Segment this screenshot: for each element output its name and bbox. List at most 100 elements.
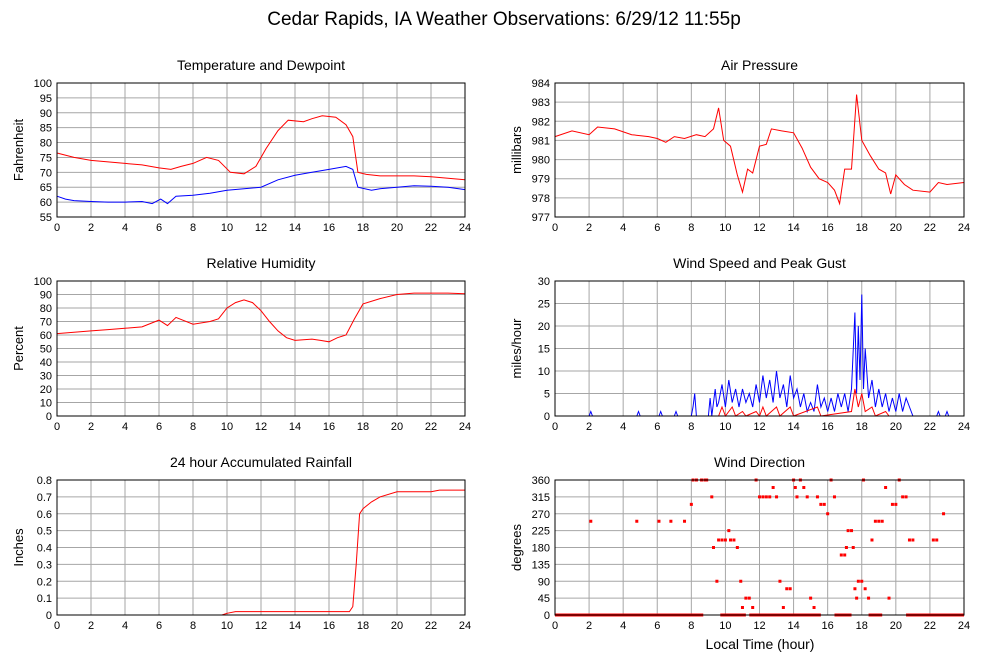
direction-point: [870, 538, 874, 542]
direction-point: [856, 579, 860, 583]
direction-point: [887, 596, 891, 600]
x-tick-label: 8: [688, 421, 694, 433]
x-tick-label: 8: [190, 620, 196, 632]
x-tick-label: 0: [552, 620, 558, 632]
x-tick-label: 24: [459, 222, 471, 234]
y-tick-label: 0.7: [37, 492, 52, 504]
direction-point: [788, 587, 792, 591]
direction-point: [768, 495, 772, 499]
direction-point: [785, 587, 789, 591]
dir-y-axis-label: degrees: [509, 524, 524, 571]
y-tick-label: 0.6: [37, 509, 52, 521]
rh-panel-title: Relative Humidity: [207, 255, 316, 271]
wind-plot-frame: [554, 280, 965, 417]
x-tick-label: 6: [654, 421, 660, 433]
direction-point: [635, 519, 639, 523]
direction-point: [751, 606, 755, 609]
y-tick-label: 85: [40, 123, 52, 135]
direction-point: [880, 519, 884, 523]
x-tick-label: 8: [190, 222, 196, 234]
x-tick-label: 20: [391, 620, 403, 632]
direction-point: [867, 596, 871, 600]
x-tick-label: 18: [856, 620, 868, 632]
x-tick-label: 20: [890, 421, 902, 433]
direction-point: [853, 587, 857, 591]
direction-point: [683, 519, 687, 523]
x-tick-label: 0: [552, 421, 558, 433]
y-tick-label: 981: [532, 135, 550, 147]
rh-y-axis-label: Percent: [11, 326, 26, 371]
wind-series-1-line: [555, 388, 964, 418]
direction-point: [815, 495, 819, 499]
y-tick-label: 270: [532, 509, 550, 521]
direction-point: [822, 502, 826, 506]
x-tick-label: 16: [323, 222, 335, 234]
direction-point: [911, 538, 915, 542]
x-tick-label: 14: [787, 620, 799, 632]
y-tick-label: 180: [532, 543, 550, 555]
y-tick-label: 70: [40, 167, 52, 179]
x-tick-label: 18: [856, 421, 868, 433]
wind-y-axis-label: miles/hour: [509, 318, 524, 379]
y-tick-label: 0.4: [37, 543, 52, 555]
direction-point: [740, 606, 744, 609]
x-tick-label: 12: [753, 222, 765, 234]
direction-point: [809, 596, 813, 600]
rain-panel: 0 2 4 6 8 10 12 14 16 18 20 22 2400.10.20.30.40.50.6…: [11, 454, 471, 632]
temp-plot-frame: [56, 82, 466, 218]
x-tick-label: 18: [357, 421, 369, 433]
press-series-0-line: [554, 94, 965, 206]
direction-point: [775, 495, 779, 499]
x-tick-label: 22: [425, 620, 437, 632]
direction-point: [942, 512, 946, 516]
x-tick-label: 8: [688, 620, 694, 632]
x-tick-label: 22: [425, 421, 437, 433]
x-tick-label: 0: [54, 620, 60, 632]
dir-plot-frame: [554, 479, 965, 616]
x-tick-label: 0: [552, 222, 558, 234]
direction-point: [901, 495, 905, 499]
direction-point: [723, 538, 727, 542]
x-tick-label: 8: [688, 222, 694, 234]
press-panel-title: Air Pressure: [721, 57, 798, 73]
y-tick-label: 30: [40, 371, 52, 383]
y-tick-label: 25: [538, 299, 550, 311]
x-tick-label: 16: [822, 421, 834, 433]
y-tick-label: 80: [40, 138, 52, 150]
x-tick-label: 4: [122, 421, 128, 433]
x-tick-label: 20: [890, 222, 902, 234]
y-tick-label: 10: [40, 398, 52, 410]
x-tick-label: 14: [289, 421, 301, 433]
direction-point: [729, 538, 733, 542]
x-tick-label: 22: [425, 222, 437, 234]
y-tick-label: 982: [532, 116, 550, 128]
y-tick-label: 75: [40, 152, 52, 164]
page-title: Cedar Rapids, IA Weather Observations: 6…: [267, 9, 741, 30]
y-tick-label: 979: [532, 174, 550, 186]
direction-point: [795, 495, 799, 499]
direction-point: [907, 538, 911, 542]
direction-point: [715, 579, 719, 583]
direction-point: [710, 495, 714, 499]
x-tick-label: 0: [54, 421, 60, 433]
direction-point: [761, 495, 765, 499]
x-tick-label: 12: [753, 620, 765, 632]
y-tick-label: 0.3: [37, 559, 52, 571]
x-tick-label: 24: [459, 421, 471, 433]
direction-point: [844, 546, 848, 549]
direction-point: [851, 546, 855, 549]
direction-point: [846, 529, 850, 533]
direction-point: [812, 606, 816, 609]
x-tick-label: 10: [221, 421, 233, 433]
rh-panel: 0 2 4 6 8 10 12 14 16 18 20 22 240102030405060708090…: [11, 255, 471, 433]
x-tick-label: 24: [958, 620, 970, 632]
press-panel: 0 2 4 6 8 10 12 14 16 18 20 22 249779789799809819829…: [509, 57, 970, 234]
dir-panel: 0 2 4 6 8 10 12 14 16 18 20 22 240459013518022527031…: [509, 454, 970, 632]
direction-point: [711, 546, 715, 549]
y-tick-label: 0: [544, 610, 550, 622]
y-tick-label: 315: [532, 492, 550, 504]
direction-point: [832, 495, 836, 499]
direction-point: [771, 486, 775, 489]
temp-series-0-line: [56, 115, 466, 181]
